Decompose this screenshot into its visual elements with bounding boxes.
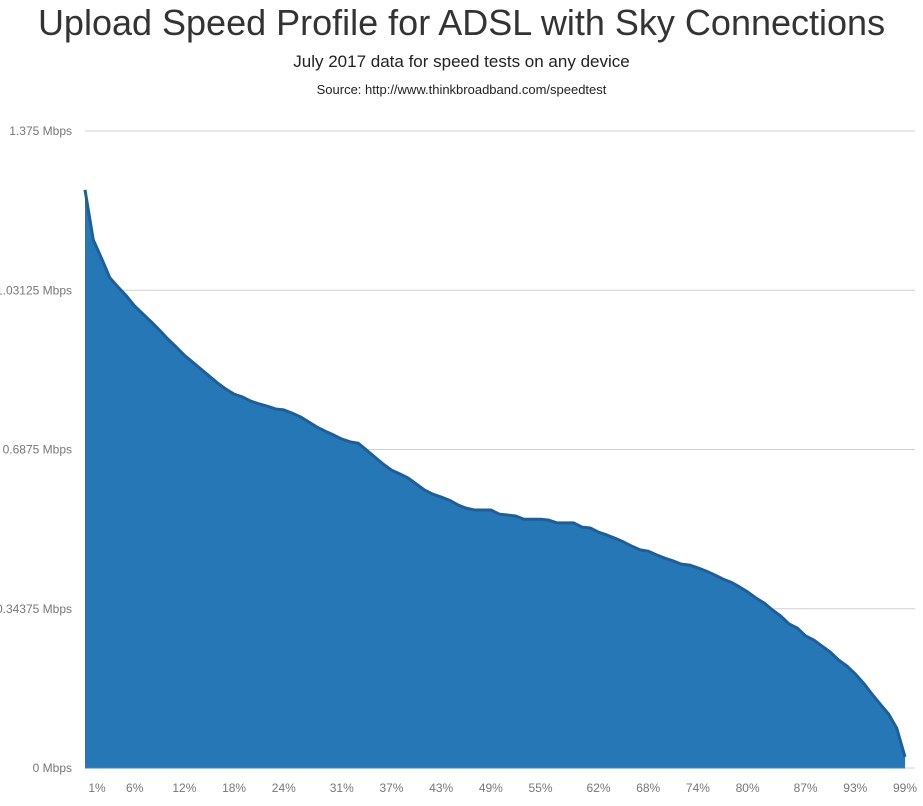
x-tick-label: 31% [330, 781, 354, 795]
chart-subtitle: July 2017 data for speed tests on any de… [293, 52, 630, 71]
x-tick-label: 93% [843, 781, 867, 795]
x-tick-label: 87% [794, 781, 818, 795]
area-fill [85, 189, 905, 768]
y-tick-label: 0.6875 Mbps [3, 443, 72, 457]
x-tick-label: 68% [636, 781, 660, 795]
series-line [83, 189, 907, 758]
x-tick-label: 18% [222, 781, 246, 795]
x-tick-label: 62% [587, 781, 611, 795]
x-tick-label: 49% [479, 781, 503, 795]
x-tick-label: 74% [686, 781, 710, 795]
x-tick-label: 6% [126, 781, 144, 795]
x-tick-label: 12% [172, 781, 196, 795]
x-tick-label: 55% [529, 781, 553, 795]
x-tick-label: 1% [88, 781, 106, 795]
y-tick-label: 1.375 Mbps [9, 124, 72, 138]
chart-title: Upload Speed Profile for ADSL with Sky C… [37, 2, 886, 43]
y-tick-label: 0.34375 Mbps [0, 602, 72, 616]
x-tick-label: 37% [379, 781, 403, 795]
x-tick-label: 24% [272, 781, 296, 795]
y-tick-label: 1.03125 Mbps [0, 283, 72, 297]
x-tick-label: 43% [429, 781, 453, 795]
x-tick-label: 99% [893, 781, 917, 795]
x-tick-label: 80% [736, 781, 760, 795]
y-tick-label: 0 Mbps [33, 761, 72, 775]
chart-source: Source: http://www.thinkbroadband.com/sp… [316, 82, 607, 97]
